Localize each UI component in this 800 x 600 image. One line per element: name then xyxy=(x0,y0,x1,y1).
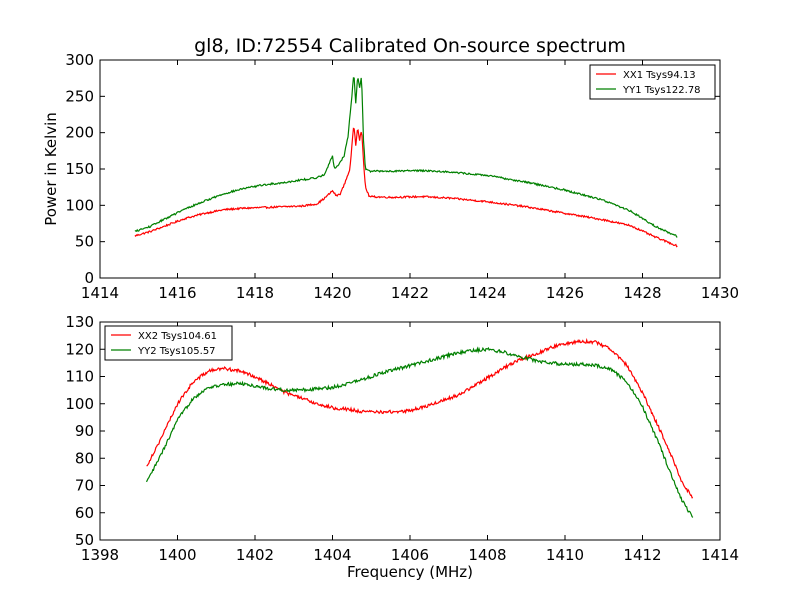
x-tick-label: 1422 xyxy=(391,284,429,302)
x-tick-label: 1406 xyxy=(391,546,429,564)
series-line-1 xyxy=(134,127,678,248)
bottom-spectrum-panel: 1398 1400 1402 1404 1406 1408 1410 1412 1414 50 60… xyxy=(65,313,739,581)
x-tick-label: 1410 xyxy=(546,546,584,564)
y-axis-label: Power in Kelvin xyxy=(42,112,60,226)
x-tick-label: 1408 xyxy=(468,546,506,564)
x-tick-label: 1398 xyxy=(81,546,119,564)
legend-label: YY2 Tsys105.57 xyxy=(137,346,216,357)
y-tick-label: 90 xyxy=(75,422,94,440)
legend-label: YY1 Tsys122.78 xyxy=(622,85,701,96)
x-tick-label: 1418 xyxy=(236,284,274,302)
legend-label: XX1 Tsys94.13 xyxy=(623,70,696,81)
y-tick-label: 50 xyxy=(75,233,94,251)
y-tick-label: 250 xyxy=(65,87,94,105)
x-tick-label: 1414 xyxy=(701,546,739,564)
x-tick-label: 1404 xyxy=(313,546,351,564)
y-tick-label: 100 xyxy=(65,395,94,413)
series-line-2 xyxy=(134,77,678,238)
x-tick-label: 1402 xyxy=(236,546,274,564)
x-tick-label: 1420 xyxy=(313,284,351,302)
x-tick-label: 1414 xyxy=(81,284,119,302)
y-tick-label: 80 xyxy=(75,449,94,467)
y-tick-label: 150 xyxy=(65,160,94,178)
series-line-2 xyxy=(145,346,694,518)
series-line-1 xyxy=(146,337,694,499)
legend-label: XX2 Tsys104.61 xyxy=(138,331,217,342)
y-tick-label: 100 xyxy=(65,196,94,214)
legend-box xyxy=(104,325,233,361)
x-tick-label: 1430 xyxy=(701,284,739,302)
x-tick-label: 1428 xyxy=(623,284,661,302)
y-tick-label: 130 xyxy=(65,313,94,331)
x-tick-label: 1400 xyxy=(158,546,196,564)
x-tick-label: 1426 xyxy=(546,284,584,302)
figure-title: gl8, ID:72554 Calibrated On-source spect… xyxy=(194,35,626,57)
x-tick-label: 1416 xyxy=(158,284,196,302)
x-axis-label: Frequency (MHz) xyxy=(347,563,473,581)
y-tick-label: 300 xyxy=(65,51,94,69)
y-tick-label: 200 xyxy=(65,124,94,142)
legend: XX2 Tsys104.61 YY2 Tsys105.57 xyxy=(104,325,233,361)
y-tick-label: 120 xyxy=(65,340,94,358)
y-tick-label: 50 xyxy=(75,531,94,549)
x-tick-label: 1424 xyxy=(468,284,506,302)
x-tick-label: 1412 xyxy=(623,546,661,564)
y-tick-label: 60 xyxy=(75,504,94,522)
y-tick-label: 110 xyxy=(65,368,94,386)
y-tick-label: 70 xyxy=(75,477,94,495)
legend: XX1 Tsys94.13 YY1 Tsys122.78 xyxy=(589,64,716,100)
legend-box xyxy=(589,64,716,100)
top-spectrum-panel: 1414 1416 1418 1420 1422 1424 1426 1428 1430 0 50 1… xyxy=(42,51,739,302)
y-tick-label: 0 xyxy=(84,269,94,287)
